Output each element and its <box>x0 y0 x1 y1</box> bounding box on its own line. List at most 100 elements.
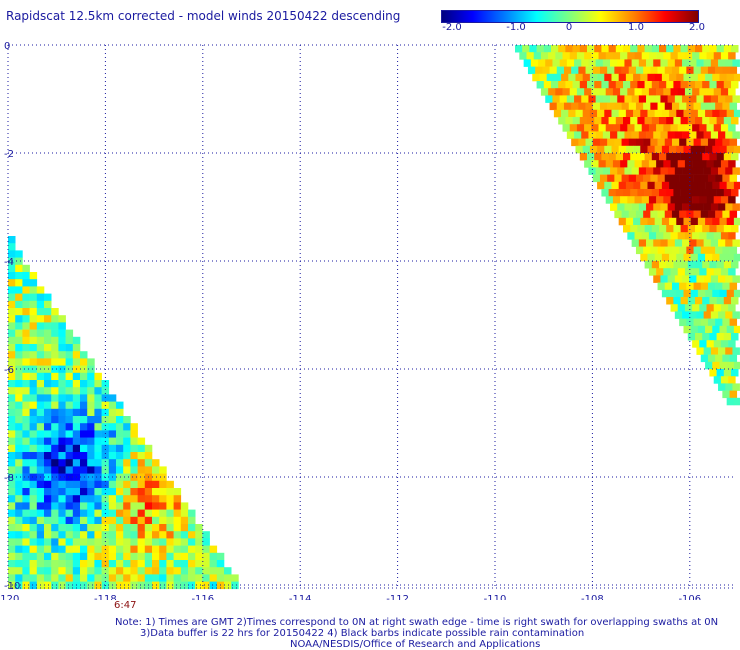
wind-diff-cell <box>94 423 102 431</box>
wind-diff-cell <box>703 239 712 247</box>
wind-diff-cell <box>65 473 74 482</box>
wind-diff-cell <box>87 416 95 424</box>
wind-diff-cell <box>152 567 160 575</box>
wind-diff-cell <box>648 124 657 132</box>
wind-diff-cell <box>720 196 729 204</box>
wind-diff-cell <box>646 131 654 139</box>
wind-diff-cell <box>661 109 670 118</box>
wind-diff-cell <box>700 318 709 327</box>
wind-diff-cell <box>15 257 23 266</box>
wind-diff-cell <box>72 480 81 489</box>
wind-diff-cell <box>36 351 45 359</box>
wind-diff-cell <box>51 394 59 402</box>
wind-diff-cell <box>602 167 611 175</box>
wind-diff-cell <box>674 203 683 211</box>
wind-diff-cell <box>137 552 146 561</box>
wind-diff-cell <box>166 560 174 568</box>
wind-diff-cell <box>36 344 45 352</box>
wind-diff-cell <box>712 145 720 154</box>
wind-diff-cell <box>94 574 102 582</box>
lon-tick-label: -112 <box>386 594 409 600</box>
wind-diff-cell <box>582 109 591 118</box>
wind-diff-cell <box>621 174 630 183</box>
wind-diff-cell <box>706 160 715 168</box>
wind-diff-cell <box>22 574 30 582</box>
wind-diff-cell <box>646 59 654 67</box>
wind-diff-cell <box>123 488 131 496</box>
wind-diff-cell <box>653 131 661 139</box>
wind-diff-cell <box>80 459 88 467</box>
wind-diff-cell <box>601 45 609 53</box>
wind-diff-cell <box>130 516 138 525</box>
wind-diff-cell <box>729 390 738 399</box>
wind-diff-cell <box>650 174 658 183</box>
wind-diff-cell <box>729 174 738 183</box>
wind-diff-cell <box>51 459 59 467</box>
wind-diff-cell <box>687 225 696 233</box>
wind-diff-cell <box>72 408 81 417</box>
wind-diff-cell <box>643 138 651 147</box>
wind-diff-cell <box>705 145 713 154</box>
wind-diff-cell <box>571 102 579 111</box>
wind-diff-cell <box>726 217 735 226</box>
wind-diff-cell <box>703 95 712 103</box>
wind-diff-cell <box>628 210 637 219</box>
wind-diff-cell <box>588 95 596 103</box>
wind-diff-cell <box>36 380 45 388</box>
wind-diff-cell <box>712 325 720 334</box>
wind-diff-cell <box>166 502 174 510</box>
wind-diff-cell <box>80 502 88 510</box>
wind-diff-cell <box>166 480 174 489</box>
wind-diff-cell <box>159 488 167 496</box>
wind-diff-cell <box>716 261 725 269</box>
wind-diff-cell <box>641 124 650 132</box>
wind-diff-cell <box>15 264 23 273</box>
wind-diff-cell <box>579 45 588 53</box>
wind-diff-cell <box>624 167 632 175</box>
wind-diff-cell <box>578 138 586 147</box>
wind-diff-cell <box>644 45 653 53</box>
wind-diff-cell <box>152 531 160 539</box>
wind-diff-cell <box>705 253 713 262</box>
wind-diff-cell <box>216 560 225 568</box>
wind-diff-cell <box>674 239 683 247</box>
wind-diff-cell <box>144 567 153 575</box>
wind-diff-cell <box>152 488 160 496</box>
wind-diff-cell <box>8 264 16 273</box>
wind-diff-cell <box>602 95 611 103</box>
wind-diff-cell <box>608 189 617 197</box>
wind-diff-cell <box>159 567 167 575</box>
wind-diff-cell <box>677 196 686 204</box>
wind-diff-cell <box>667 167 676 175</box>
wind-diff-cell <box>144 452 153 460</box>
wind-diff-cell <box>693 246 702 255</box>
wind-diff-cell <box>706 52 715 60</box>
wind-diff-cell <box>569 52 578 60</box>
wind-diff-cell <box>173 545 182 554</box>
wind-diff-cell <box>654 253 663 262</box>
wind-diff-cell <box>8 452 16 460</box>
wind-diff-cell <box>673 297 681 305</box>
wind-diff-cell <box>15 581 23 590</box>
wind-diff-cell <box>706 124 715 132</box>
wind-diff-cell <box>116 509 124 518</box>
wind-diff-cell <box>553 73 562 82</box>
wind-diff-cell <box>44 444 52 453</box>
wind-diff-cell <box>565 45 573 53</box>
wind-diff-cell <box>188 509 196 518</box>
wind-diff-cell <box>558 81 566 89</box>
wind-diff-cell <box>80 567 88 575</box>
wind-diff-cell <box>631 239 640 247</box>
wind-diff-cell <box>696 311 704 319</box>
note-line-2: 3)Data buffer is 22 hrs for 20150422 4) … <box>140 628 585 639</box>
wind-diff-cell <box>116 459 124 467</box>
wind-diff-cell <box>700 138 709 147</box>
wind-diff-cell <box>677 268 686 276</box>
wind-diff-cell <box>29 531 38 539</box>
wind-diff-cell <box>651 81 660 89</box>
wind-diff-cell <box>72 358 81 366</box>
wind-diff-cell <box>651 153 660 161</box>
wind-diff-cell <box>8 488 16 496</box>
wind-diff-cell <box>628 102 637 111</box>
wind-diff-cell <box>732 239 740 247</box>
